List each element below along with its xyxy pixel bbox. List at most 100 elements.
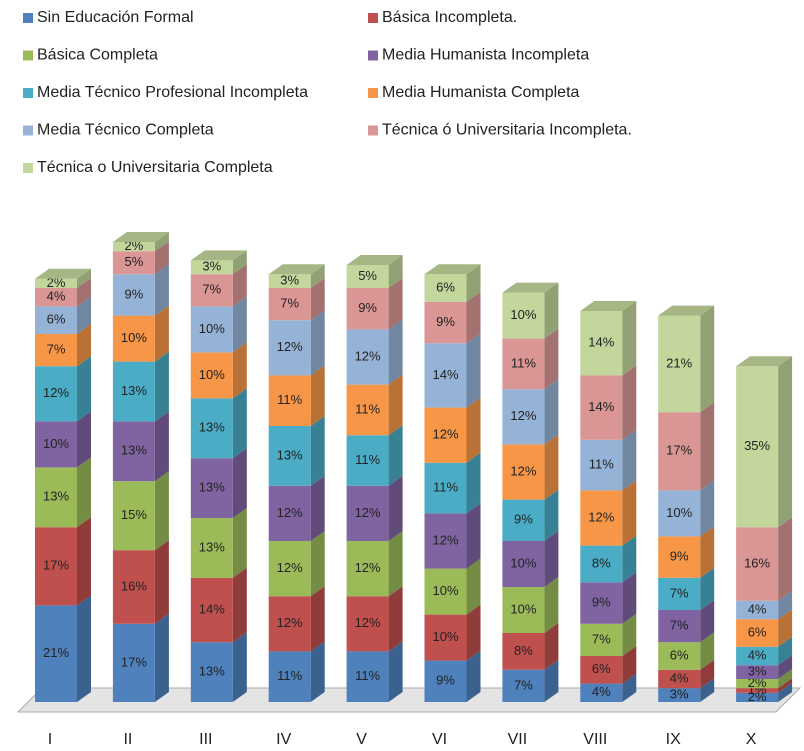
bar-side <box>466 291 481 344</box>
bar-top <box>112 232 169 242</box>
data-label: 4% <box>592 684 611 699</box>
bar-side <box>778 682 793 702</box>
data-label: 11% <box>355 668 380 683</box>
data-label: 9% <box>436 314 455 329</box>
x-tick-label: II <box>123 731 132 748</box>
data-label: 10% <box>43 436 69 451</box>
bar <box>502 541 545 587</box>
data-label: 5% <box>358 268 377 283</box>
bar <box>35 421 77 468</box>
bar <box>736 600 779 620</box>
bar <box>502 338 545 390</box>
data-label: 6% <box>748 624 767 639</box>
bar <box>346 596 389 652</box>
bar <box>35 366 77 422</box>
bar <box>580 375 623 440</box>
bar-side <box>778 356 793 528</box>
data-label: 12% <box>355 560 381 575</box>
bar-side <box>778 590 793 620</box>
bar-side <box>778 678 793 693</box>
bar <box>658 669 701 689</box>
bar <box>346 651 389 702</box>
bar-top <box>502 282 559 293</box>
x-tick-label: VI <box>432 731 447 748</box>
bar-side <box>622 535 637 583</box>
data-label: 10% <box>510 555 536 570</box>
x-tick-label: X <box>746 731 757 748</box>
data-label: 7% <box>202 282 221 297</box>
data-label: 12% <box>432 532 458 547</box>
data-label: 12% <box>355 505 381 520</box>
bar <box>580 683 623 702</box>
bar <box>736 527 779 601</box>
bar <box>658 688 701 702</box>
data-label: 14% <box>588 335 614 350</box>
bar-side <box>700 659 715 689</box>
bar-side <box>544 434 559 500</box>
bar-side <box>466 333 481 408</box>
data-label: 3% <box>748 664 767 679</box>
data-label: 6% <box>670 647 689 662</box>
x-tick-label: III <box>199 731 212 748</box>
bar-side <box>700 678 715 702</box>
bar <box>658 315 701 413</box>
bar-side <box>77 595 91 702</box>
data-label: 3% <box>670 687 689 702</box>
bar <box>268 288 311 321</box>
bar-side <box>388 255 403 288</box>
bar <box>35 605 77 702</box>
legend-label: Media Técnico Profesional Incompleta <box>37 84 308 101</box>
bar <box>268 320 311 376</box>
data-label: 9% <box>436 673 455 688</box>
bar <box>658 642 701 670</box>
bar-side <box>232 567 247 643</box>
bar-side <box>622 365 637 440</box>
bar-side <box>232 296 247 353</box>
legend-swatch <box>23 13 33 23</box>
data-label: 9% <box>358 300 377 315</box>
data-label: 12% <box>43 385 69 400</box>
data-label: 12% <box>277 615 303 630</box>
bar <box>736 692 779 702</box>
bar-side <box>466 650 481 702</box>
data-label: 14% <box>199 601 225 616</box>
data-label: 12% <box>355 615 381 630</box>
bar <box>190 642 233 702</box>
bar-side <box>388 531 403 597</box>
bar <box>190 352 233 399</box>
data-label: 4% <box>748 601 767 616</box>
bar-side <box>310 310 325 376</box>
bar <box>424 407 467 463</box>
bar <box>190 274 233 307</box>
bar-side <box>466 264 481 302</box>
legend-swatch <box>368 13 378 23</box>
legend-label: Básica Completa <box>37 47 158 64</box>
data-label: 12% <box>355 348 381 363</box>
data-label: 13% <box>199 664 225 679</box>
bar <box>35 306 77 334</box>
data-label: 9% <box>125 286 144 301</box>
bar <box>112 421 155 482</box>
bar <box>190 306 233 353</box>
bar-side <box>778 636 793 666</box>
bar-side <box>466 604 481 661</box>
bar <box>502 444 545 500</box>
bar-side <box>232 342 247 399</box>
legend-swatch <box>368 88 378 98</box>
bar <box>424 568 467 615</box>
bar <box>424 513 467 569</box>
data-label: 17% <box>666 443 692 458</box>
bar-side <box>154 613 169 702</box>
bar <box>346 384 389 436</box>
bar-side <box>232 448 247 518</box>
bar-top <box>580 301 637 311</box>
bar <box>424 462 467 514</box>
data-label: 10% <box>199 321 225 336</box>
bar-side <box>466 452 481 514</box>
bar-side <box>388 641 403 702</box>
bar-side <box>544 282 559 339</box>
bar <box>580 582 623 624</box>
data-label: 14% <box>588 399 614 414</box>
bar-side <box>77 457 91 528</box>
bar <box>346 288 389 330</box>
